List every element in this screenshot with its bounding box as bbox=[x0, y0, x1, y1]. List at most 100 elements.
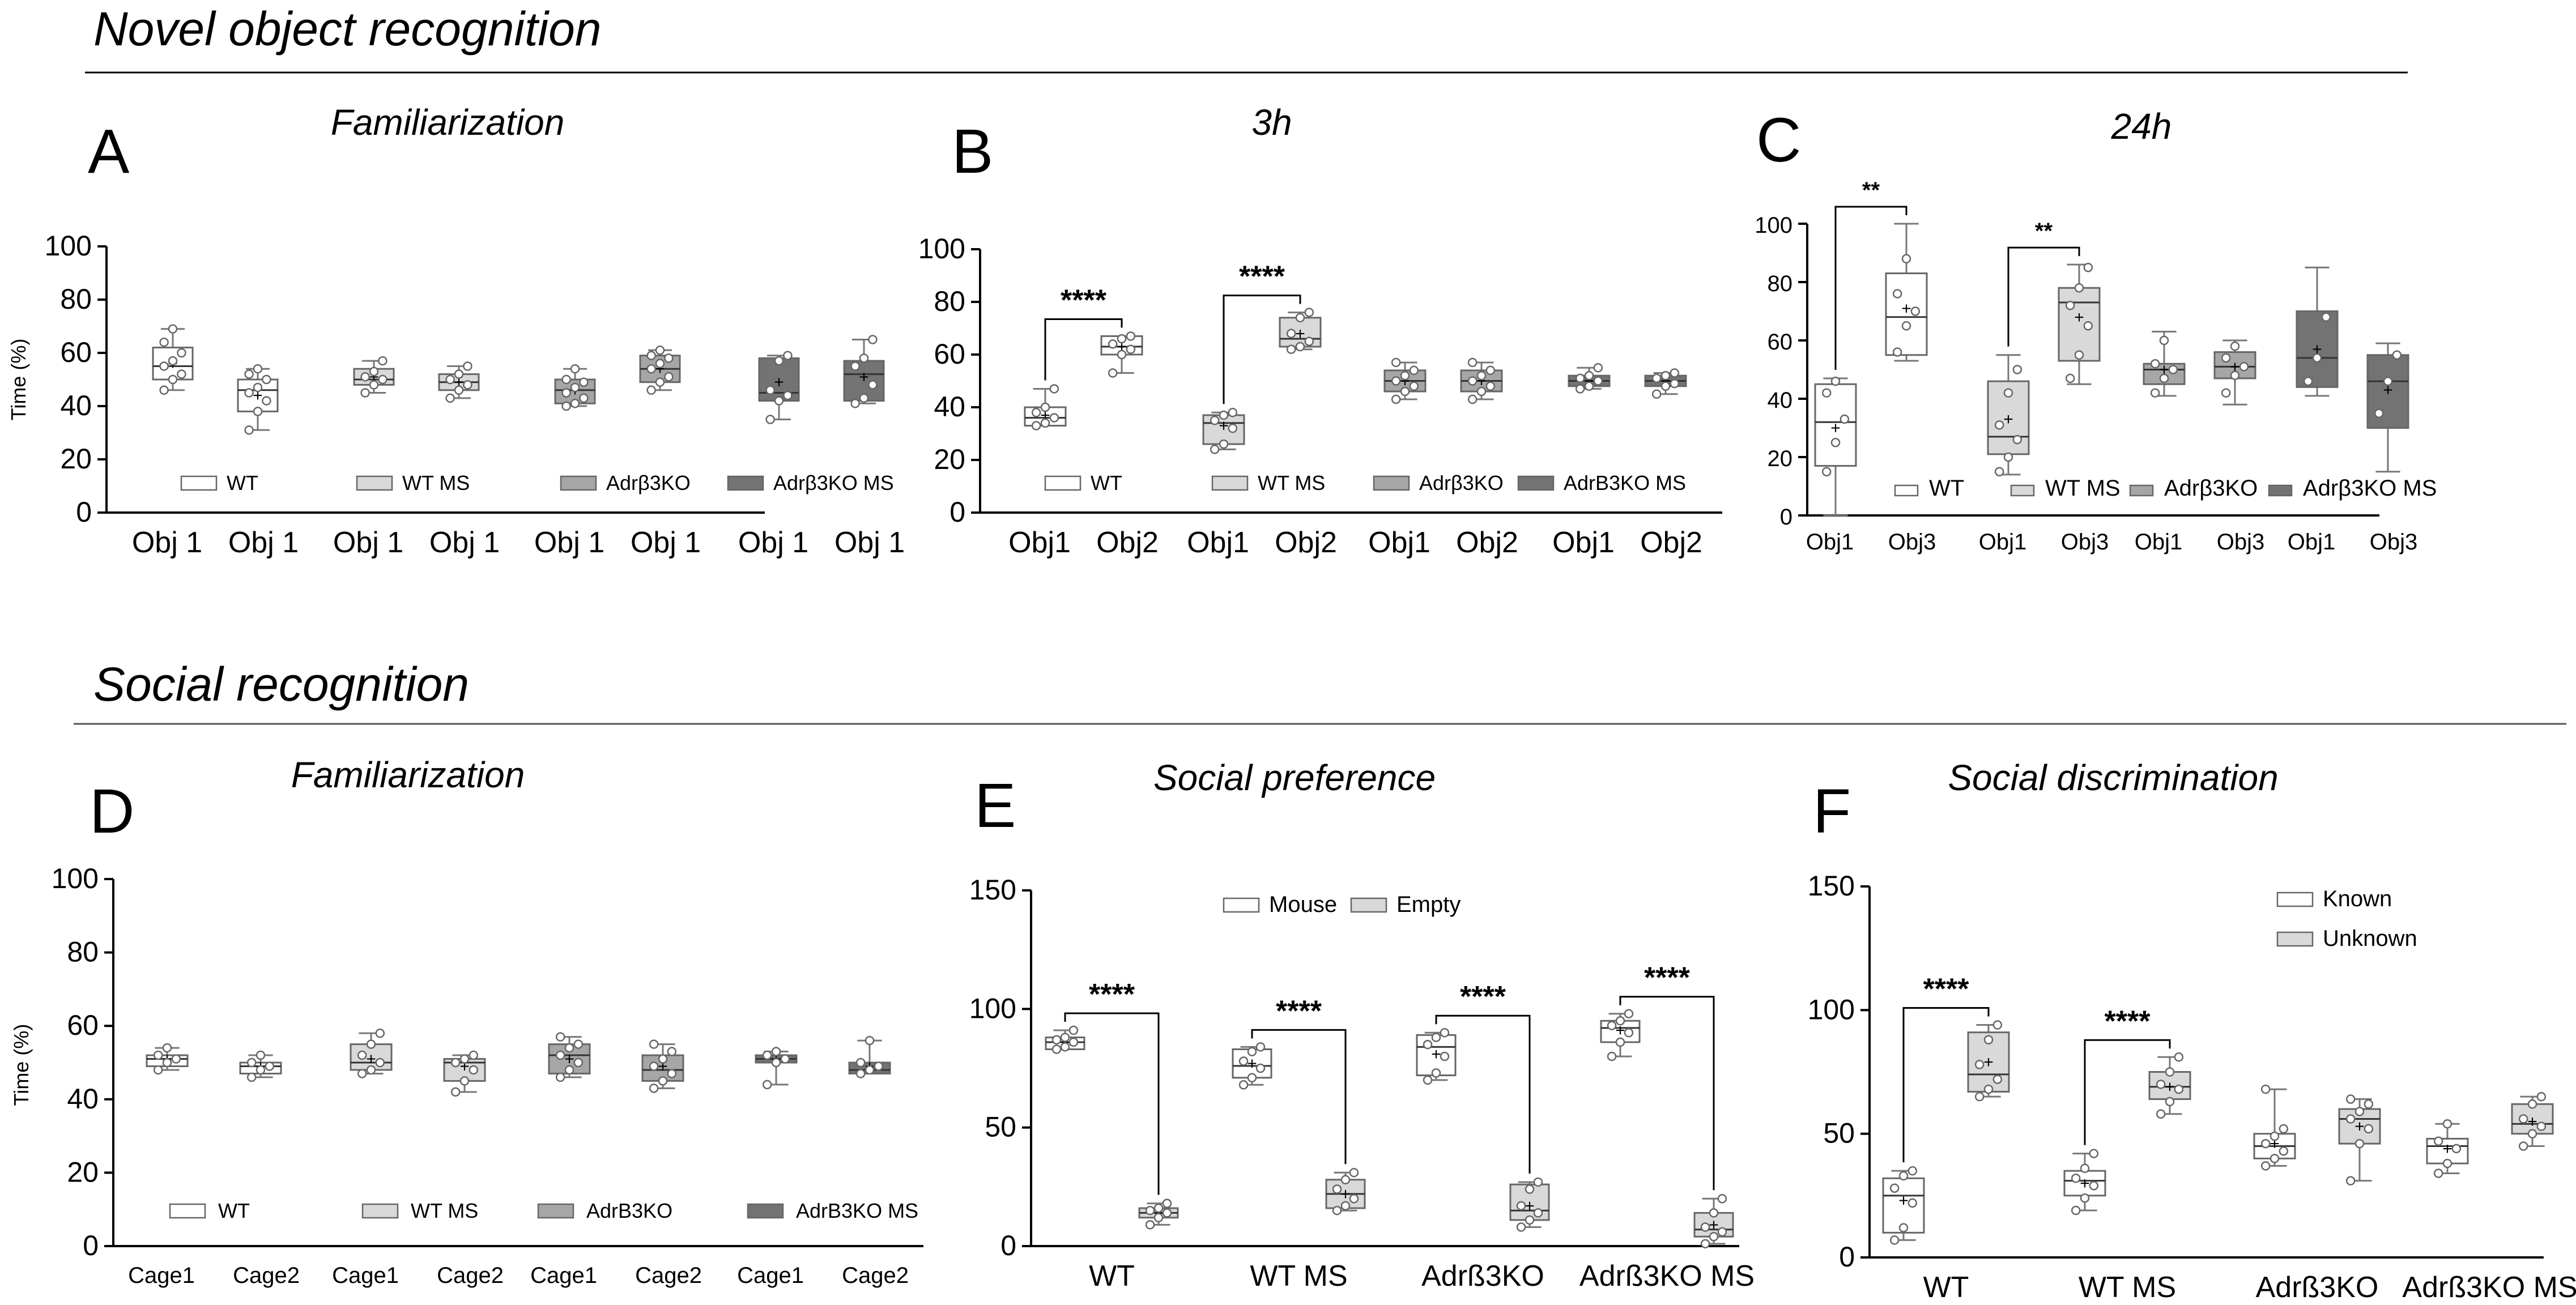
data-point bbox=[1892, 289, 1902, 298]
data-point bbox=[375, 1057, 385, 1068]
data-point bbox=[564, 1043, 574, 1053]
significance-bracket bbox=[1435, 1014, 1531, 1174]
data-point bbox=[1476, 370, 1487, 381]
data-point bbox=[2303, 376, 2313, 386]
data-point bbox=[1153, 1213, 1164, 1223]
y-tick-label: 0 bbox=[76, 496, 92, 528]
data-point bbox=[2527, 1129, 2537, 1138]
panel-letter: D bbox=[90, 777, 134, 846]
data-point bbox=[1709, 1232, 1719, 1242]
x-category-label: Cage2 bbox=[233, 1263, 300, 1288]
data-point bbox=[2383, 376, 2393, 386]
data-point bbox=[2230, 370, 2240, 381]
data-point bbox=[2165, 1067, 2175, 1077]
data-point bbox=[1651, 373, 1662, 383]
data-point bbox=[1575, 373, 1585, 383]
data-point bbox=[1391, 376, 1401, 386]
data-point bbox=[2433, 1168, 2443, 1178]
data-point bbox=[1485, 381, 1496, 391]
x-category-label: Cage2 bbox=[437, 1263, 504, 1288]
data-point bbox=[1615, 1037, 1625, 1047]
x-category-label: Obj 1 bbox=[534, 526, 604, 559]
significance-bracket bbox=[1834, 206, 1907, 370]
data-point bbox=[855, 1069, 866, 1078]
data-point bbox=[850, 399, 860, 408]
x-category-label: Obj 1 bbox=[429, 526, 500, 559]
data-point bbox=[256, 1065, 266, 1075]
data-point bbox=[450, 1087, 461, 1097]
y-tick-label: 40 bbox=[60, 390, 92, 421]
box bbox=[1885, 272, 1928, 356]
data-point bbox=[1670, 368, 1680, 378]
y-tick-label: 40 bbox=[934, 391, 965, 423]
data-point bbox=[1040, 418, 1050, 428]
data-point bbox=[1060, 1033, 1070, 1042]
legend-swatch bbox=[1517, 475, 1555, 491]
y-tick-label: 60 bbox=[1768, 330, 1793, 355]
data-point bbox=[253, 382, 263, 393]
data-point bbox=[1821, 467, 1832, 476]
data-point bbox=[1974, 1091, 1985, 1102]
box bbox=[2058, 287, 2101, 362]
data-point bbox=[655, 359, 665, 369]
data-point bbox=[375, 1028, 385, 1038]
data-point bbox=[1255, 1063, 1266, 1073]
box-mean-marker: + bbox=[2074, 308, 2084, 327]
x-category-label: Obj1 bbox=[1806, 530, 1854, 555]
data-point bbox=[2012, 365, 2023, 374]
data-point bbox=[579, 393, 589, 403]
box-mean-marker: + bbox=[2003, 410, 2013, 429]
legend-swatch bbox=[361, 1203, 399, 1219]
data-point bbox=[1670, 378, 1680, 389]
legend-swatch bbox=[560, 475, 597, 491]
data-point bbox=[1907, 1166, 1918, 1176]
legend-label: AdrB3KO MS bbox=[1564, 471, 1686, 494]
legend-label: WT MS bbox=[402, 471, 470, 494]
x-category-label: Cage2 bbox=[635, 1263, 702, 1288]
data-point bbox=[2174, 1052, 2184, 1062]
y-tick-label: 80 bbox=[934, 285, 965, 317]
data-point bbox=[2065, 300, 2075, 310]
panel-title: Social preference bbox=[1153, 757, 1436, 798]
data-point bbox=[2442, 1158, 2452, 1168]
data-point bbox=[168, 356, 178, 366]
x-category-label: Obj3 bbox=[2370, 530, 2418, 555]
x-category-label: WT MS bbox=[2079, 1271, 2176, 1304]
x-category-label: Obj1 bbox=[1008, 526, 1071, 559]
y-tick-label: 0 bbox=[83, 1230, 99, 1261]
data-point bbox=[256, 1050, 266, 1060]
data-point bbox=[1516, 1222, 1526, 1232]
legend-swatch bbox=[180, 475, 218, 491]
data-point bbox=[868, 335, 878, 344]
data-point bbox=[2354, 1107, 2365, 1116]
box-mean-marker: + bbox=[1983, 1053, 1994, 1072]
x-category-label: Obj 1 bbox=[132, 526, 202, 559]
data-point bbox=[1593, 376, 1603, 386]
data-point bbox=[1340, 1175, 1351, 1185]
legend-swatch bbox=[169, 1203, 206, 1219]
significance-label: **** bbox=[1089, 978, 1135, 1011]
legend-label: Known bbox=[2323, 886, 2392, 911]
data-point bbox=[1892, 347, 1902, 357]
data-point bbox=[1117, 334, 1127, 344]
panel-title: 3h bbox=[1251, 102, 1292, 143]
box-mean-marker: + bbox=[1525, 1197, 1535, 1216]
data-point bbox=[1994, 420, 2004, 430]
data-point bbox=[1255, 1042, 1266, 1052]
data-point bbox=[1607, 1021, 1617, 1030]
significance-bracket bbox=[1223, 295, 1301, 404]
y-tick-label: 80 bbox=[1768, 271, 1793, 296]
y-tick-label: 0 bbox=[1000, 1230, 1016, 1261]
data-point bbox=[1068, 1037, 1079, 1047]
box bbox=[2063, 1170, 2106, 1197]
data-point bbox=[859, 393, 869, 403]
x-category-label: Obj1 bbox=[1368, 526, 1430, 559]
legend-swatch bbox=[2276, 892, 2314, 907]
data-point bbox=[655, 377, 665, 387]
box bbox=[2296, 310, 2339, 388]
box-mean-marker: + bbox=[1247, 1055, 1257, 1073]
significance-label: **** bbox=[1460, 980, 1506, 1013]
significance-bracket bbox=[2007, 246, 2080, 347]
x-category-label: Obj2 bbox=[1456, 526, 1518, 559]
